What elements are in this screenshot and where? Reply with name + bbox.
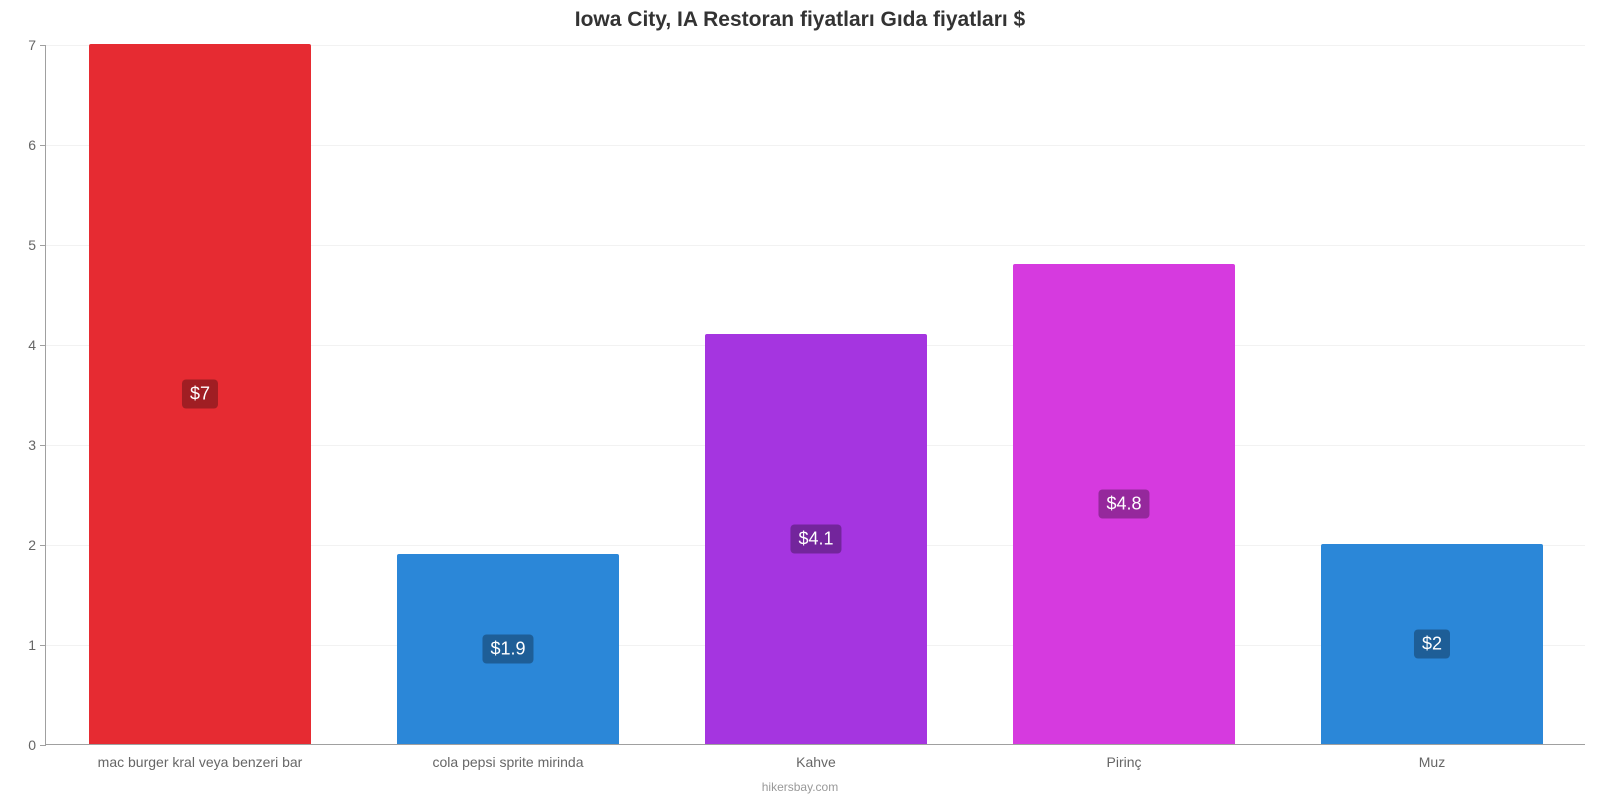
price-bar[interactable]: $4.8 <box>1013 264 1235 744</box>
bar-value-label: $1.9 <box>482 635 533 664</box>
x-category-label: mac burger kral veya benzeri bar <box>98 744 303 770</box>
price-bar[interactable]: $4.1 <box>705 334 927 744</box>
bar-value-label: $4.8 <box>1098 490 1149 519</box>
bar-value-label: $7 <box>182 380 218 409</box>
y-tick-label: 4 <box>28 337 46 353</box>
y-tick-label: 5 <box>28 237 46 253</box>
price-bar-chart: Iowa City, IA Restoran fiyatları Gıda fi… <box>0 0 1600 800</box>
bar-value-label: $2 <box>1414 630 1450 659</box>
x-category-label: cola pepsi sprite mirinda <box>433 744 584 770</box>
chart-title: Iowa City, IA Restoran fiyatları Gıda fi… <box>0 8 1600 32</box>
y-tick-label: 1 <box>28 637 46 653</box>
price-bar[interactable]: $2 <box>1321 544 1543 744</box>
plot-area: 01234567$7mac burger kral veya benzeri b… <box>45 45 1585 745</box>
chart-credits: hikersbay.com <box>0 780 1600 794</box>
y-tick-label: 6 <box>28 137 46 153</box>
price-bar[interactable]: $7 <box>89 44 311 744</box>
price-bar[interactable]: $1.9 <box>397 554 619 744</box>
x-category-label: Muz <box>1419 744 1445 770</box>
bar-value-label: $4.1 <box>790 525 841 554</box>
y-tick-label: 2 <box>28 537 46 553</box>
y-tick-label: 7 <box>28 37 46 53</box>
y-tick-label: 0 <box>28 737 46 753</box>
x-category-label: Pirinç <box>1106 744 1141 770</box>
y-tick-label: 3 <box>28 437 46 453</box>
x-category-label: Kahve <box>796 744 836 770</box>
